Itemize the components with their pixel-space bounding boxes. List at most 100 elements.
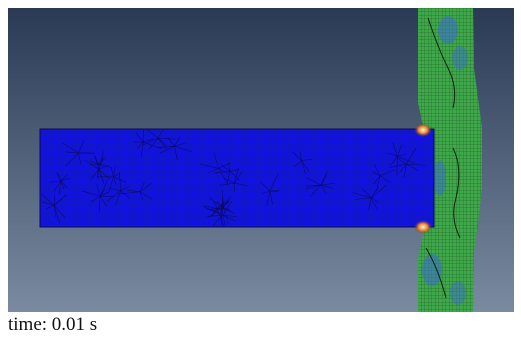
projectile-mesh-line: [49, 180, 61, 183]
projectile-mesh-line: [389, 156, 398, 167]
plate-stress-patch: [422, 254, 442, 286]
projectile-mesh-line: [306, 177, 322, 186]
projectile-mesh-line: [157, 137, 168, 147]
projectile-mesh-line: [234, 182, 248, 187]
projectile-mesh-line: [45, 205, 55, 210]
projectile-mesh-line: [60, 180, 65, 190]
projectile-mesh-line: [174, 145, 192, 152]
projectile-mesh-line: [62, 142, 79, 154]
projectile-mesh-line: [98, 163, 112, 168]
projectile-mesh-line: [111, 167, 114, 177]
projectile-mesh-line: [304, 184, 321, 190]
projectile-mesh-line: [218, 168, 229, 186]
projectile-mesh-line: [98, 151, 104, 170]
projectile-mesh-line: [99, 196, 108, 207]
projectile-mesh-line: [354, 197, 372, 200]
projectile-mesh-line: [220, 164, 231, 172]
projectile-mesh-line: [99, 180, 108, 197]
projectile-mesh-line: [142, 137, 159, 146]
projectile-mesh-line: [371, 171, 381, 176]
projectile-mesh-line: [221, 190, 224, 208]
projectile-mesh-line: [397, 153, 407, 157]
projectile-mesh-line: [310, 184, 322, 197]
projectile-mesh-line: [213, 201, 218, 209]
projectile-mesh-line: [397, 156, 415, 164]
projectile-mesh-line: [223, 178, 235, 184]
projectile-mesh-line: [120, 186, 130, 191]
projectile-mesh-line: [159, 145, 175, 154]
projectile-mesh-line: [217, 199, 227, 209]
projectile-mesh-line: [229, 170, 240, 181]
projectile-mesh-line: [147, 129, 159, 139]
projectile-mesh-line: [157, 137, 167, 150]
projectile-mesh-line: [98, 168, 110, 180]
projectile-mesh-line: [213, 152, 219, 169]
projectile-mesh-line: [40, 193, 55, 206]
projectile-mesh-line: [403, 163, 407, 178]
projectile-mesh-line: [42, 201, 55, 206]
projectile-mesh-line: [57, 173, 62, 182]
plate-stress-patch: [452, 46, 468, 70]
projectile-mesh-line: [120, 190, 130, 199]
projectile-mesh-line: [157, 137, 176, 140]
projectile-mesh-line: [139, 191, 144, 200]
projectile-mesh-line: [223, 207, 235, 214]
projectile-mesh-line: [212, 215, 223, 227]
projectile-mesh-line: [53, 205, 60, 224]
plate-stress-patch: [434, 160, 446, 196]
projectile-mesh-line: [126, 189, 141, 193]
projectile-mesh-line: [294, 160, 302, 168]
contact-stress-bottom: [414, 220, 432, 234]
projectile-mesh-line: [174, 146, 178, 161]
projectile-mesh-line: [320, 184, 333, 189]
projectile-mesh-line: [406, 163, 426, 166]
projectile-mesh-line: [59, 180, 62, 195]
projectile-mesh-line: [392, 142, 398, 157]
projectile-mesh-line: [352, 192, 372, 199]
plate-stress-patch: [438, 16, 458, 44]
projectile-mesh-line: [222, 200, 232, 216]
projectile-mesh-line: [387, 152, 398, 157]
projectile-mesh-line: [89, 160, 99, 165]
plate-fracture-line: [452, 147, 461, 239]
projectile-mesh-line: [98, 169, 105, 184]
projectile-mesh-line: [204, 207, 223, 216]
projectile-mesh-line: [292, 151, 302, 161]
projectile-mesh-line: [118, 171, 122, 191]
projectile-mesh-line: [406, 148, 417, 165]
projectile-mesh-line: [199, 163, 219, 169]
projectile-mesh-line: [373, 163, 381, 176]
projectile-mesh-line: [320, 182, 336, 186]
projectile-mesh-line: [373, 175, 381, 185]
contact-stress-top: [414, 123, 432, 137]
projectile-mesh-line: [140, 142, 144, 158]
projectile-mesh-line: [157, 145, 175, 148]
projectile-mesh-line: [96, 184, 101, 197]
projectile-mesh-line: [266, 190, 271, 206]
fem-simulation-render: [8, 8, 514, 312]
projectile-mesh-line: [120, 191, 141, 195]
plate-fracture-line: [425, 247, 447, 299]
projectile-mesh-line: [379, 175, 391, 184]
projectile-mesh-line: [139, 182, 145, 192]
projectile-mesh-line: [222, 215, 237, 217]
projectile-mesh-line: [53, 205, 57, 217]
projectile-mesh-line: [208, 168, 219, 174]
projectile-mesh-line: [320, 184, 327, 194]
projectile-mesh-line: [98, 196, 101, 214]
plate-mesh: [418, 8, 482, 312]
projectile-mesh-line: [260, 181, 271, 192]
target-plate: [418, 8, 482, 312]
projectile-mesh-line: [376, 175, 381, 192]
projectile-mesh-line: [53, 195, 56, 206]
projectile-mesh-line: [368, 197, 372, 211]
projectile-mesh-line: [301, 158, 313, 161]
projectile-mesh-line: [53, 180, 62, 192]
projectile-mesh-line: [379, 169, 395, 176]
projectile-mesh-line: [371, 197, 379, 203]
projectile: [39, 128, 435, 228]
projectile-mesh-line: [99, 191, 109, 197]
projectile-mesh-line: [143, 138, 154, 143]
projectile-mesh-line: [213, 170, 230, 174]
projectile-mesh-line: [320, 174, 327, 186]
